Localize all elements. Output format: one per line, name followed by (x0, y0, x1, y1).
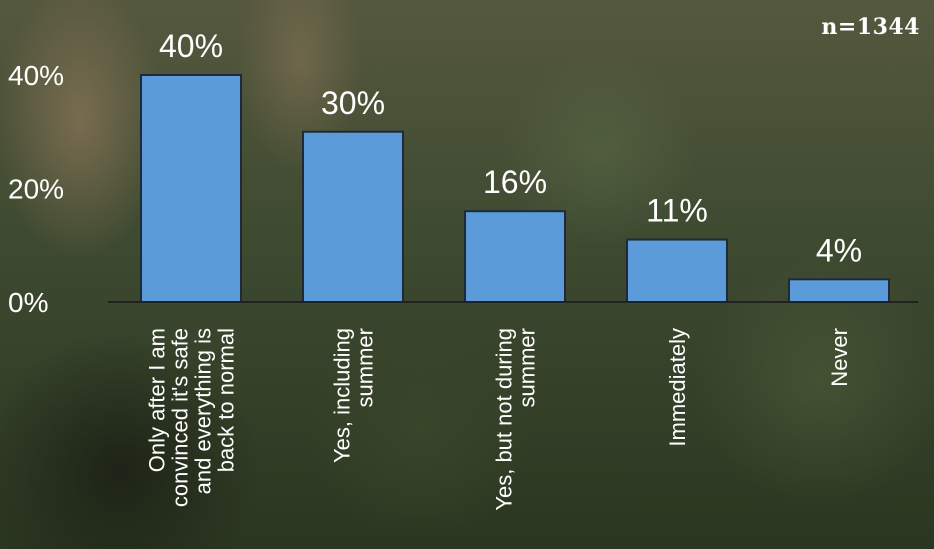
bar (626, 238, 728, 303)
bar (302, 130, 404, 303)
bar (464, 210, 566, 303)
data-label: 40% (159, 28, 223, 64)
bars (140, 74, 890, 303)
category-label-line: convinced it's safe (168, 328, 193, 507)
sample-size-label: n=1344 (821, 14, 920, 40)
data-label: 30% (321, 85, 385, 121)
category-label-line: back to normal (214, 328, 239, 472)
data-label: 4% (816, 232, 862, 268)
data-labels: 40% 30% 16% 11% 4% (159, 28, 862, 268)
category-label-line: summer (515, 328, 540, 407)
category-label-line: Yes, including (330, 328, 355, 463)
category-label-line: Only after I am (145, 328, 170, 472)
category-label: Never (827, 328, 852, 387)
category-label-line: and everything is (191, 328, 216, 494)
bar (140, 74, 242, 303)
category-label-line: Immediately (665, 328, 690, 447)
bar (788, 278, 890, 303)
category-label-line: Yes, but not during (492, 328, 517, 511)
category-label-line: summer (353, 328, 378, 407)
y-tick-label: 0% (8, 287, 48, 318)
y-tick-label: 40% (8, 60, 64, 91)
data-label: 11% (646, 193, 708, 229)
category-label: Immediately (665, 328, 690, 447)
y-tick-label: 20% (8, 174, 64, 205)
y-axis-ticks: 0% 20% 40% (8, 60, 64, 318)
category-label-line: Never (827, 328, 852, 387)
data-label: 16% (483, 164, 547, 200)
